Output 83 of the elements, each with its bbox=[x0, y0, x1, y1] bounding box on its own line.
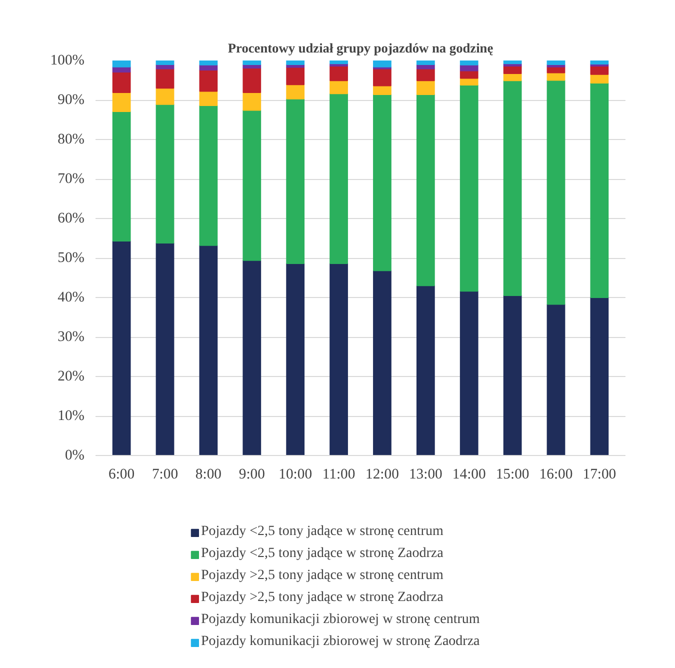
bar bbox=[416, 285, 435, 456]
x-tick-label: 11:00 bbox=[322, 466, 356, 482]
bar bbox=[416, 68, 435, 82]
bar bbox=[199, 60, 218, 66]
x-tick-label: 12:00 bbox=[366, 466, 399, 482]
bar bbox=[590, 82, 609, 298]
bar bbox=[242, 260, 262, 456]
bar bbox=[242, 60, 262, 65]
bar bbox=[242, 110, 262, 261]
bar bbox=[330, 93, 348, 264]
bar bbox=[503, 60, 522, 64]
bar bbox=[546, 72, 566, 81]
bar bbox=[330, 60, 348, 64]
x-tick-label: 6:00 bbox=[108, 466, 135, 482]
x-tick-label: 14:00 bbox=[452, 466, 486, 482]
bar bbox=[286, 98, 305, 264]
bar bbox=[503, 295, 522, 456]
bar bbox=[199, 105, 218, 246]
bar bbox=[112, 110, 131, 242]
x-tick-label: 13:00 bbox=[408, 466, 442, 482]
legend-label: Pojazdy >2,5 tony jadące w stronę centrum bbox=[201, 568, 444, 584]
bar bbox=[286, 84, 305, 100]
bar bbox=[460, 290, 478, 456]
legend-label: Pojazdy <2,5 tony jadące w stronę Zaodrza bbox=[201, 546, 444, 562]
x-tick-label: 17:00 bbox=[582, 466, 616, 482]
y-tick-label: 90% bbox=[58, 92, 85, 108]
y-tick-label: 20% bbox=[58, 368, 85, 384]
bar bbox=[156, 68, 174, 89]
bar bbox=[112, 240, 131, 456]
y-tick-label: 40% bbox=[58, 290, 85, 306]
bar bbox=[546, 60, 566, 65]
bar bbox=[330, 80, 348, 94]
legend-label: Pojazdy >2,5 tony jadące w stronę Zaodrza bbox=[201, 590, 444, 606]
bar bbox=[416, 80, 435, 95]
legend-label: Pojazdy komunikacji zbiorowej w stronę centrum bbox=[201, 612, 480, 628]
y-tick-label: 70% bbox=[58, 171, 85, 187]
y-tick-label: 30% bbox=[58, 329, 85, 345]
y-tick-label: 50% bbox=[58, 250, 85, 266]
bar bbox=[416, 94, 435, 286]
x-tick-label: 10:00 bbox=[278, 466, 312, 482]
bar bbox=[373, 94, 392, 272]
x-tick-label: 15:00 bbox=[496, 466, 530, 482]
bar bbox=[373, 68, 392, 86]
x-tick-label: 8:00 bbox=[195, 466, 222, 482]
bar bbox=[330, 66, 348, 82]
y-tick-label: 0% bbox=[64, 448, 85, 464]
x-tick-label: 16:00 bbox=[539, 466, 573, 482]
bar bbox=[416, 60, 435, 65]
bar bbox=[373, 60, 392, 68]
bar bbox=[156, 60, 174, 65]
x-tick-label: 7:00 bbox=[152, 466, 178, 482]
bar bbox=[112, 92, 131, 112]
bar bbox=[286, 66, 305, 86]
bar bbox=[503, 80, 522, 296]
chart-title: Procentowy udział grupy pojazdów na godzinę bbox=[228, 40, 494, 56]
bar bbox=[546, 80, 566, 305]
bar bbox=[242, 92, 262, 111]
y-tick-label: 10% bbox=[58, 408, 85, 424]
bar bbox=[199, 69, 218, 92]
bar bbox=[590, 297, 609, 456]
bar bbox=[286, 60, 305, 65]
y-tick-label: 60% bbox=[58, 210, 85, 226]
bar bbox=[460, 60, 478, 66]
bar bbox=[112, 60, 131, 68]
y-tick-label: 80% bbox=[58, 132, 85, 148]
bar bbox=[460, 84, 478, 292]
x-tick-label: 9:00 bbox=[238, 466, 265, 482]
bar bbox=[286, 263, 305, 456]
bar bbox=[199, 244, 218, 456]
legend-label: Pojazdy <2,5 tony jadące w stronę centrum bbox=[201, 524, 444, 540]
bar bbox=[242, 68, 262, 93]
bar bbox=[112, 71, 131, 93]
bar bbox=[156, 242, 174, 456]
bar bbox=[156, 104, 174, 244]
bar bbox=[590, 66, 609, 75]
bar bbox=[330, 263, 348, 456]
y-tick-label: 100% bbox=[50, 52, 85, 68]
bar bbox=[373, 270, 392, 456]
bar bbox=[156, 88, 174, 105]
legend-label: Pojazdy komunikacji zbiorowej w stronę Zaodrza bbox=[201, 634, 480, 650]
bar bbox=[590, 60, 609, 65]
bar bbox=[199, 90, 218, 106]
bar bbox=[546, 304, 566, 456]
